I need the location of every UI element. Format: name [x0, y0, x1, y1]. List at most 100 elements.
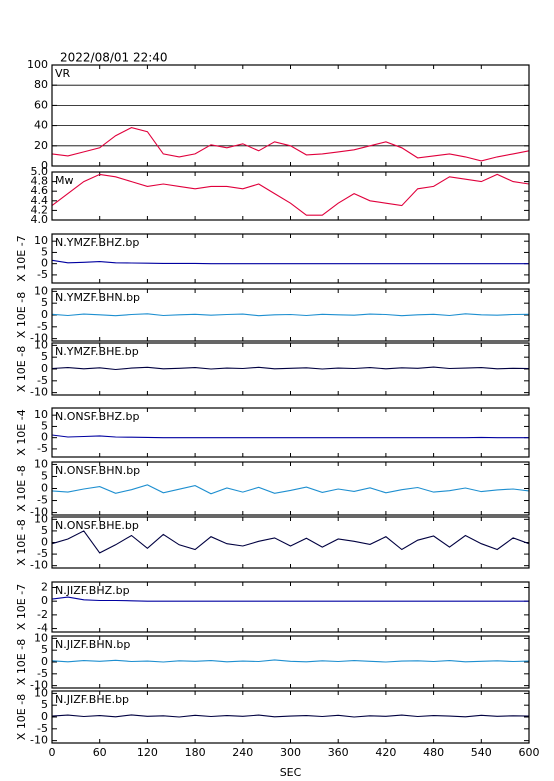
y-axis-label: X 10E -7: [15, 235, 28, 281]
y-axis-label: X 10E -8: [15, 346, 28, 392]
y-tick-label: 5: [41, 698, 48, 711]
y-tick-label: 0: [41, 655, 48, 668]
panel-label: VR: [55, 67, 71, 80]
y-tick-label: 4.2: [31, 203, 49, 216]
trace: [51, 259, 529, 265]
y-tick-label: -5: [37, 494, 48, 507]
y-tick-label: 0: [41, 431, 48, 444]
y-tick-label: -10: [30, 506, 48, 519]
panel-frame: [51, 581, 530, 633]
y-tick-label: 5.0: [31, 165, 49, 178]
y-axis-label: X 10E -8: [15, 519, 28, 565]
panel-label: N.ONSF.BHE.bp: [55, 519, 139, 532]
panel-label: N.YMZF.BHN.bp: [55, 291, 140, 304]
x-tick-label: 480: [423, 746, 444, 759]
trace: [51, 434, 529, 439]
x-axis-label: SEC: [280, 766, 302, 779]
x-tick-label: 600: [519, 746, 540, 759]
panel-label: N.YMZF.BHE.bp: [55, 345, 139, 358]
panel-frame: [51, 516, 530, 569]
panel-label: N.YMZF.BHZ.bp: [55, 236, 139, 249]
y-tick-label: 5: [41, 296, 48, 309]
x-tick-label: 420: [375, 746, 396, 759]
y-tick-label: 10: [34, 408, 48, 421]
panel-frame: [51, 64, 530, 167]
y-tick-label: 5: [41, 469, 48, 482]
trace: [51, 366, 530, 371]
x-tick-label: 60: [93, 746, 107, 759]
panel-frame: [51, 171, 530, 221]
y-tick-label: 40: [34, 119, 48, 132]
x-tick-label: 540: [471, 746, 492, 759]
panel-frame: [51, 461, 530, 516]
y-tick-label: 10: [34, 234, 48, 247]
chart-title: 2022/08/01 22:40: [60, 51, 168, 65]
y-tick-label: 4.8: [31, 175, 49, 188]
y-tick-label: 10: [34, 338, 48, 351]
panel-label: N.ONSF.BHN.bp: [55, 464, 140, 477]
y-tick-label: -10: [30, 734, 48, 747]
panel-label: Mw: [55, 174, 74, 187]
y-tick-label: 0: [41, 362, 48, 375]
x-tick-label: 180: [185, 746, 206, 759]
x-tick-label: 300: [280, 746, 301, 759]
y-tick-label: 5: [41, 245, 48, 258]
y-tick-label: 5: [41, 419, 48, 432]
x-tick-label: 360: [328, 746, 349, 759]
y-tick-label: 10: [34, 686, 48, 699]
trace: [51, 484, 530, 495]
y-tick-label: -10: [30, 332, 48, 345]
panel-frame: [51, 233, 530, 284]
trace: [51, 173, 530, 216]
y-tick-label: 0: [41, 594, 48, 607]
y-tick-label: -5: [37, 722, 48, 735]
y-tick-label: 0: [41, 710, 48, 723]
panel-label: N.JIZF.BHE.bp: [55, 693, 129, 706]
y-tick-label: 10: [34, 284, 48, 297]
y-tick-label: -5: [37, 667, 48, 680]
y-axis-label: X 10E -7: [15, 584, 28, 630]
x-tick-label: 120: [137, 746, 158, 759]
y-tick-label: 0: [41, 159, 48, 172]
y-tick-label: -5: [37, 268, 48, 281]
panel-frame: [51, 288, 530, 342]
y-tick-label: -5: [37, 547, 48, 560]
y-tick-label: 5: [41, 524, 48, 537]
panel-frame: [51, 342, 530, 396]
y-tick-label: -10: [30, 386, 48, 399]
y-tick-label: 4.0: [31, 213, 49, 226]
y-tick-label: 5: [41, 350, 48, 363]
y-tick-label: 100: [27, 58, 48, 71]
y-tick-label: 10: [34, 512, 48, 525]
y-tick-label: 10: [34, 631, 48, 644]
y-tick-label: 0: [41, 482, 48, 495]
y-axis-label: X 10E -8: [15, 465, 28, 511]
y-axis-label: X 10E -8: [15, 694, 28, 740]
trace: [51, 714, 530, 718]
y-tick-label: 0: [41, 308, 48, 321]
y-tick-label: 20: [34, 139, 48, 152]
y-tick-label: -10: [30, 679, 48, 692]
y-tick-label: -5: [37, 442, 48, 455]
y-tick-label: 5: [41, 643, 48, 656]
panel-label: N.ONSF.BHZ.bp: [55, 410, 139, 423]
panel-label: N.JIZF.BHN.bp: [55, 638, 130, 651]
y-axis-label: X 10E -8: [15, 639, 28, 685]
y-tick-label: 0: [41, 536, 48, 549]
y-tick-label: 4.4: [31, 194, 49, 207]
panel-frame: [51, 407, 530, 458]
y-tick-label: 10: [34, 457, 48, 470]
trace: [51, 313, 530, 317]
y-tick-label: 0: [41, 257, 48, 270]
panel-frame: [51, 635, 530, 689]
panel-frame: [51, 690, 530, 744]
y-axis-label: X 10E -8: [15, 292, 28, 338]
y-tick-label: 2: [41, 580, 48, 593]
y-tick-label: -5: [37, 320, 48, 333]
trace: [51, 530, 530, 554]
y-tick-label: 60: [34, 98, 48, 111]
y-tick-label: 4.6: [31, 184, 49, 197]
trace: [51, 659, 530, 663]
y-tick-label: -5: [37, 374, 48, 387]
